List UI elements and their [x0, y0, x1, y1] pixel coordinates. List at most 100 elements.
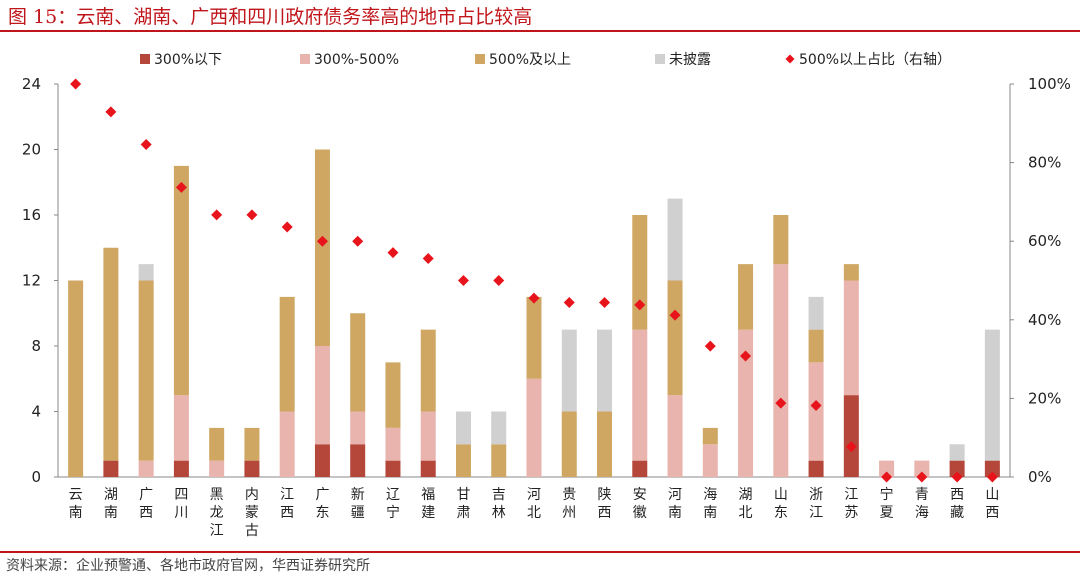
bar-segment-r300_500 [209, 460, 225, 477]
bar-segment-r300_500 [420, 411, 436, 461]
bar-segment-r300_500 [914, 460, 930, 477]
bar-segment-below300 [420, 460, 436, 477]
bar-segment-below300 [350, 444, 366, 477]
chart-title: 图 15：云南、湖南、广西和四川政府债务率高的地市占比较高 [8, 6, 533, 28]
ratio-point [669, 309, 681, 321]
bar-segment-above500 [279, 296, 295, 412]
category-label: 浙江 [809, 487, 823, 521]
bar-segment-above500 [843, 264, 859, 281]
bar-segment-undisclosed [561, 329, 577, 412]
ratio-point [105, 106, 117, 118]
ratio-point [810, 399, 822, 411]
right-axis-tick-label: 80% [1028, 154, 1061, 172]
ratio-point [845, 441, 857, 453]
right-axis-tick-label: 20% [1028, 389, 1061, 407]
ratio-point [881, 471, 893, 483]
category-label: 安徽 [633, 487, 647, 521]
bar-segment-below300 [949, 460, 965, 477]
ratio-point [316, 235, 328, 247]
legend-swatch-below300 [140, 54, 150, 64]
left-axis-tick-label: 16 [22, 206, 41, 224]
ratio-point [599, 297, 611, 309]
category-label: 陕西 [598, 487, 612, 521]
ratio-point [140, 139, 152, 151]
legend-label: 500%以上占比（右轴） [799, 52, 951, 68]
ratio-point [175, 181, 187, 193]
bar-segment-r300_500 [843, 280, 859, 396]
bar-segment-r300_500 [808, 362, 824, 461]
ratio-point [704, 340, 716, 352]
bar-segment-below300 [984, 460, 1000, 477]
bar-segment-undisclosed [667, 198, 683, 281]
bar-segment-r300_500 [773, 264, 789, 477]
category-label: 广东 [315, 487, 329, 521]
bar-segment-above500 [209, 427, 225, 461]
right-axis-tick-label: 100% [1028, 75, 1071, 93]
category-label: 湖北 [739, 487, 753, 521]
category-label: 青海 [915, 487, 929, 521]
bar-segment-above500 [561, 411, 577, 477]
legend-label: 300%以下 [154, 52, 222, 68]
bar-segment-undisclosed [984, 329, 1000, 461]
category-label: 福建 [421, 487, 435, 521]
bar-segment-above500 [773, 215, 789, 265]
left-axis-tick-label: 12 [22, 272, 41, 290]
legend-swatch-r300_500 [300, 54, 310, 64]
ratio-point [387, 247, 399, 259]
bar-segment-above500 [597, 411, 613, 477]
category-label: 广西 [139, 487, 153, 521]
bar-segment-above500 [138, 280, 154, 461]
title-rule [0, 30, 1080, 32]
category-label: 新疆 [351, 487, 365, 521]
bar-segment-r300_500 [526, 378, 542, 477]
category-label: 云南 [69, 487, 83, 521]
category-label: 湖南 [104, 487, 118, 521]
category-label: 甘肃 [456, 487, 470, 521]
bar-segment-r300_500 [738, 329, 754, 477]
category-label: 江西 [280, 487, 294, 521]
bar-segment-below300 [314, 444, 330, 477]
bar-segment-above500 [173, 165, 189, 396]
ratio-point [916, 471, 928, 483]
bar-segment-undisclosed [455, 411, 471, 445]
ratio-point [70, 78, 82, 90]
bar-segment-above500 [632, 215, 648, 330]
bar-segment-below300 [103, 460, 119, 477]
category-label: 西藏 [950, 487, 964, 521]
bar-segment-above500 [667, 280, 683, 396]
left-axis-tick-label: 20 [22, 141, 41, 159]
bar-segment-below300 [808, 460, 824, 477]
bar-segment-r300_500 [314, 346, 330, 445]
ratio-point [352, 235, 364, 247]
left-axis-tick-label: 0 [31, 468, 41, 486]
right-axis-tick-label: 40% [1028, 311, 1061, 329]
bar-segment-below300 [385, 460, 401, 477]
ratio-point [986, 471, 998, 483]
bar-segment-below300 [173, 460, 189, 477]
category-label: 四川 [174, 487, 188, 521]
category-label: 内蒙古 [245, 487, 259, 539]
left-axis-tick-label: 4 [31, 403, 41, 421]
bar-segment-undisclosed [491, 411, 507, 445]
category-label: 河北 [527, 487, 541, 521]
bar-segment-r300_500 [879, 460, 895, 477]
category-label: 宁夏 [880, 486, 894, 521]
category-label: 黑龙江 [210, 487, 224, 539]
bar-segment-above500 [244, 427, 260, 461]
category-label: 贵州 [562, 487, 576, 521]
category-label: 海南 [703, 487, 717, 521]
bar-segment-above500 [385, 362, 401, 428]
legend-label: 未披露 [669, 52, 711, 68]
bar-segment-above500 [491, 444, 507, 477]
ratio-point [422, 252, 434, 264]
legend-label: 500%及以上 [489, 52, 571, 68]
legend-swatch-above500 [475, 54, 485, 64]
source-note: 资料来源：企业预警通、各地市政府官网，华西证券研究所 [6, 558, 370, 574]
bar-segment-undisclosed [808, 296, 824, 330]
ratio-point [246, 209, 258, 221]
right-axis-tick-label: 0% [1028, 468, 1052, 486]
bar-segment-below300 [632, 460, 648, 477]
bar-segment-below300 [244, 460, 260, 477]
bar-segment-r300_500 [279, 411, 295, 477]
ratio-point [951, 471, 963, 483]
